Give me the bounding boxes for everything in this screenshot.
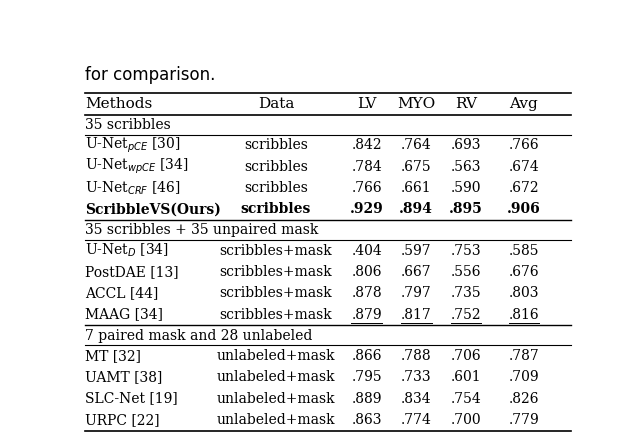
Text: .766: .766: [351, 181, 382, 195]
Text: .667: .667: [401, 265, 431, 279]
Text: unlabeled+mask: unlabeled+mask: [216, 349, 335, 363]
Text: .803: .803: [509, 286, 539, 300]
Text: .597: .597: [401, 244, 431, 257]
Text: scribbles: scribbles: [244, 160, 308, 173]
Text: scribbles+mask: scribbles+mask: [220, 286, 332, 300]
Text: .590: .590: [451, 181, 481, 195]
Text: .676: .676: [509, 265, 540, 279]
Text: scribbles: scribbles: [244, 138, 308, 152]
Text: unlabeled+mask: unlabeled+mask: [216, 413, 335, 427]
Text: .806: .806: [351, 265, 382, 279]
Text: .674: .674: [509, 160, 540, 173]
Text: scribbles: scribbles: [241, 202, 311, 216]
Text: .879: .879: [351, 308, 382, 321]
Text: .895: .895: [449, 202, 483, 216]
Text: ACCL [44]: ACCL [44]: [85, 286, 158, 300]
Text: .866: .866: [351, 349, 382, 363]
Text: .709: .709: [509, 370, 540, 384]
Text: MYO: MYO: [397, 97, 435, 111]
Text: .779: .779: [509, 413, 540, 427]
Text: .826: .826: [509, 392, 539, 405]
Text: .784: .784: [351, 160, 382, 173]
Text: scribbles+mask: scribbles+mask: [220, 308, 332, 321]
Text: .700: .700: [451, 413, 481, 427]
Text: .753: .753: [451, 244, 481, 257]
Text: .754: .754: [451, 392, 481, 405]
Text: U-Net$_{CRF}$ [46]: U-Net$_{CRF}$ [46]: [85, 179, 180, 197]
Text: U-Net$_{wpCE}$ [34]: U-Net$_{wpCE}$ [34]: [85, 157, 188, 176]
Text: unlabeled+mask: unlabeled+mask: [216, 392, 335, 405]
Text: .675: .675: [401, 160, 431, 173]
Text: scribbles: scribbles: [244, 181, 308, 195]
Text: .764: .764: [401, 138, 431, 152]
Text: Data: Data: [258, 97, 294, 111]
Text: RV: RV: [455, 97, 477, 111]
Text: .735: .735: [451, 286, 481, 300]
Text: .556: .556: [451, 265, 481, 279]
Text: .787: .787: [509, 349, 540, 363]
Text: .733: .733: [401, 370, 431, 384]
Text: U-Net$_D$ [34]: U-Net$_D$ [34]: [85, 242, 169, 259]
Text: .816: .816: [509, 308, 540, 321]
Text: .906: .906: [507, 202, 541, 216]
Text: .672: .672: [509, 181, 540, 195]
Text: .706: .706: [451, 349, 481, 363]
Text: scribbles+mask: scribbles+mask: [220, 244, 332, 257]
Text: unlabeled+mask: unlabeled+mask: [216, 370, 335, 384]
Text: .795: .795: [351, 370, 382, 384]
Text: 35 scribbles: 35 scribbles: [85, 118, 171, 132]
Text: .404: .404: [351, 244, 382, 257]
Text: 35 scribbles + 35 unpaired mask: 35 scribbles + 35 unpaired mask: [85, 223, 318, 237]
Text: .774: .774: [401, 413, 432, 427]
Text: .797: .797: [401, 286, 431, 300]
Text: .766: .766: [509, 138, 540, 152]
Text: MT [32]: MT [32]: [85, 349, 141, 363]
Text: MAAG [34]: MAAG [34]: [85, 308, 163, 321]
Text: .889: .889: [351, 392, 382, 405]
Text: .894: .894: [399, 202, 433, 216]
Text: for comparison.: for comparison.: [85, 66, 215, 84]
Text: .788: .788: [401, 349, 431, 363]
Text: UAMT [38]: UAMT [38]: [85, 370, 163, 384]
Text: PostDAE [13]: PostDAE [13]: [85, 265, 179, 279]
Text: .878: .878: [351, 286, 382, 300]
Text: scribbles+mask: scribbles+mask: [220, 265, 332, 279]
Text: .693: .693: [451, 138, 481, 152]
Text: URPC [22]: URPC [22]: [85, 413, 159, 427]
Text: SLC-Net [19]: SLC-Net [19]: [85, 392, 178, 405]
Text: .563: .563: [451, 160, 481, 173]
Text: .863: .863: [351, 413, 382, 427]
Text: .661: .661: [401, 181, 431, 195]
Text: .929: .929: [350, 202, 383, 216]
Text: .752: .752: [451, 308, 481, 321]
Text: .585: .585: [509, 244, 539, 257]
Text: 7 paired mask and 28 unlabeled: 7 paired mask and 28 unlabeled: [85, 329, 312, 342]
Text: .834: .834: [401, 392, 431, 405]
Text: .601: .601: [451, 370, 481, 384]
Text: Methods: Methods: [85, 97, 152, 111]
Text: .817: .817: [401, 308, 431, 321]
Text: ScribbleVS(Ours): ScribbleVS(Ours): [85, 202, 221, 216]
Text: .842: .842: [351, 138, 382, 152]
Text: U-Net$_{pCE}$ [30]: U-Net$_{pCE}$ [30]: [85, 135, 180, 155]
Text: Avg: Avg: [509, 97, 538, 111]
Text: LV: LV: [357, 97, 376, 111]
